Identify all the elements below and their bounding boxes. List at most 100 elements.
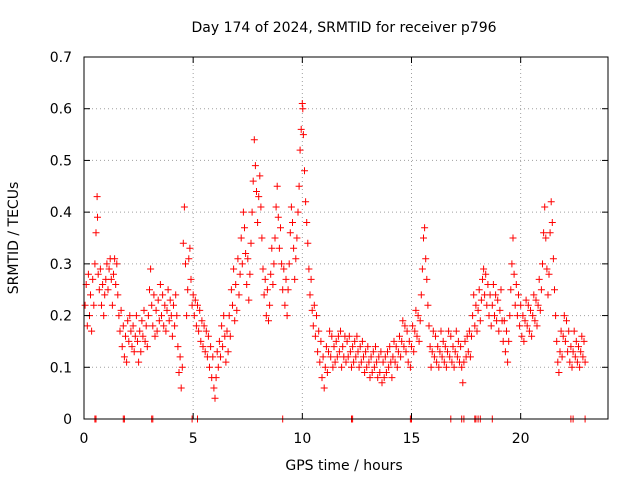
data-point [90,301,98,309]
data-point [120,353,128,361]
data-point [122,332,129,340]
data-point [470,291,478,299]
data-point [523,322,531,330]
data-point [103,260,111,268]
data-point [369,348,377,356]
data-point [226,332,234,340]
data-point [176,353,184,361]
data-point [494,296,502,304]
data-point [213,348,221,356]
data-point [173,312,181,320]
data-point [239,208,247,216]
data-point [569,348,577,356]
data-point [423,275,431,283]
data-point [365,358,373,366]
data-point [175,369,183,376]
data-point [128,343,136,351]
data-point [144,312,152,320]
data-point [410,348,418,356]
data-point [225,312,233,320]
data-point [214,363,222,371]
data-point [448,358,456,366]
data-point [384,348,391,356]
data-point [415,337,423,345]
data-point [521,317,529,325]
data-point [104,286,112,294]
data-point [248,208,256,216]
data-point [471,322,479,330]
data-point [278,260,286,268]
data-point [393,363,401,371]
data-point [435,363,443,371]
data-point [389,353,397,361]
data-point [156,281,164,288]
x-tick-label: 20 [512,431,530,447]
data-point [313,312,320,320]
data-point [267,270,275,278]
data-point [476,317,484,325]
data-point [360,353,367,361]
data-point [522,296,530,304]
data-point [265,317,272,325]
data-point [346,348,354,356]
data-point [262,312,270,320]
data-point [182,260,189,268]
data-point [342,358,350,366]
data-point [542,234,550,242]
data-point [537,286,545,294]
data-point [457,343,465,351]
data-point [416,317,424,325]
data-point [280,265,288,273]
data-point [406,363,414,371]
data-point [345,332,353,340]
data-point [534,301,542,309]
data-point [152,306,160,314]
data-point [339,343,347,351]
data-point [263,286,271,294]
data-point [459,379,467,387]
data-point [218,322,226,330]
data-point [465,327,473,335]
data-point [361,369,369,376]
data-point [461,337,469,345]
data-point [394,348,402,356]
data-point [426,343,434,351]
data-point [417,291,425,299]
data-point [367,353,375,361]
data-point [115,312,123,320]
data-point [290,244,298,252]
data-point [168,332,176,340]
data-point [524,301,532,309]
data-point [391,358,399,366]
data-point [385,363,393,371]
data-point [158,312,165,320]
data-point [466,353,474,361]
data-point [94,270,102,278]
data-point [561,337,569,345]
data-point [563,317,570,325]
data-point [373,358,381,366]
data-point [507,286,515,294]
data-point [138,317,146,325]
data-point [217,353,224,361]
data-point [510,270,518,278]
data-point [529,312,537,320]
data-point [245,296,253,304]
data-point [96,265,104,273]
data-point [238,260,246,268]
data-point [123,358,131,366]
data-point [366,374,374,382]
data-point [164,286,172,294]
data-point [318,374,326,382]
data-point [319,353,327,361]
data-point [506,312,514,320]
data-point [420,234,427,242]
data-point [447,332,455,340]
data-point [282,275,290,283]
data-point [237,234,245,242]
data-point [551,286,558,294]
data-point [116,327,124,335]
data-point [299,105,307,113]
x-tick-label: 5 [189,431,198,447]
